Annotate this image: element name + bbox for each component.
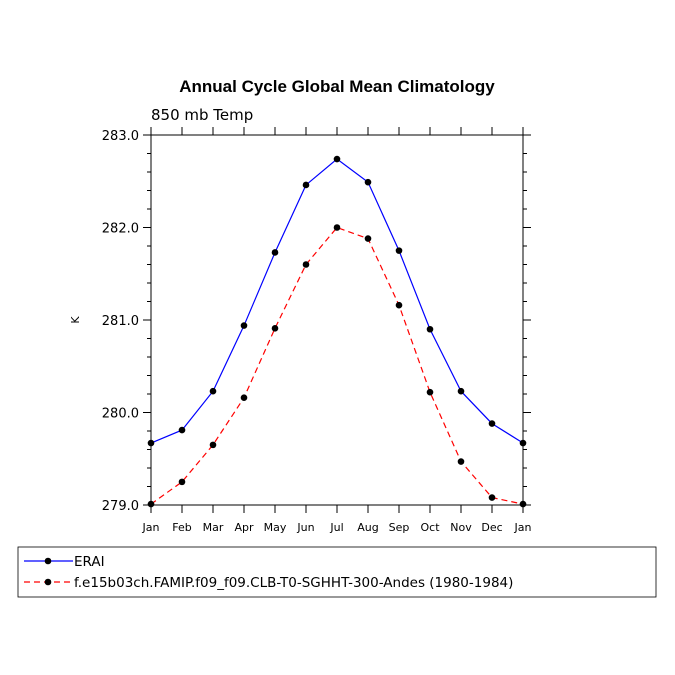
data-point (271, 325, 279, 332)
x-tick-label: Jun (296, 521, 314, 534)
x-tick-label: Jan (142, 521, 160, 534)
plot-frame (150, 134, 524, 506)
data-point (209, 441, 217, 449)
x-tick-label: Jan (514, 521, 532, 534)
x-tick-label: Oct (420, 521, 440, 534)
x-tick-label: May (264, 521, 287, 534)
data-point (209, 387, 217, 395)
legend-marker (44, 557, 52, 565)
data-point (302, 261, 310, 268)
x-tick-label: Sep (389, 521, 410, 534)
x-tick-label: Apr (234, 521, 254, 534)
y-tick-label: 280.0 (102, 407, 139, 422)
axes: 279.0 280.0 281.0 282.0 283.0 Jan Feb Mar Apr May… (102, 127, 532, 534)
data-point (457, 458, 465, 465)
legend-label: ERAI (74, 554, 105, 570)
data-point (457, 387, 465, 395)
data-point (333, 155, 341, 163)
legend-label: f.e15b03ch.FAMIP.f09_f09.CLB-T0-SGHHT-30… (74, 575, 513, 591)
data-point (426, 325, 434, 333)
series-layer (147, 155, 527, 508)
x-tick-label: Nov (450, 521, 472, 534)
legend-box (17, 546, 657, 598)
x-tick-label: Aug (357, 521, 378, 534)
y-tick-label: 282.0 (102, 222, 139, 237)
data-point (178, 426, 186, 434)
legend-marker (44, 578, 52, 586)
x-tick-label: Dec (481, 521, 502, 534)
chart-title: Annual Cycle Global Mean Climatology (179, 77, 495, 96)
data-point (240, 394, 248, 402)
data-point (147, 439, 155, 447)
y-tick-label: 281.0 (102, 314, 139, 329)
data-point (395, 301, 403, 309)
x-tick-label: Mar (203, 521, 224, 534)
chart-subtitle: 850 mb Temp (151, 106, 253, 124)
y-axis-label: K (69, 316, 82, 324)
data-point (333, 224, 341, 231)
data-point (147, 500, 155, 508)
data-point (364, 235, 372, 242)
y-tick-label: 283.0 (102, 129, 139, 144)
data-point (302, 181, 310, 189)
y-tick-label: 279.0 (102, 499, 139, 514)
x-tick-label: Feb (172, 521, 191, 534)
legend-entry-2: f.e15b03ch.FAMIP.f09_f09.CLB-T0-SGHHT-30… (24, 575, 513, 591)
legend-entry-1: ERAI (24, 554, 105, 570)
data-point (488, 494, 496, 501)
x-tick-label: Jul (329, 521, 343, 534)
series-2 (147, 224, 527, 508)
data-point (519, 500, 527, 508)
data-point (488, 420, 496, 427)
legend: ERAI f.e15b03ch.FAMIP.f09_f09.CLB-T0-SGHH… (17, 546, 657, 598)
series-line (150, 226, 524, 505)
series-line (150, 158, 524, 444)
data-point (178, 478, 186, 486)
data-point (271, 249, 279, 256)
data-point (240, 322, 248, 329)
series-1 (147, 155, 527, 447)
data-point (364, 178, 372, 186)
data-point (519, 439, 527, 447)
data-point (426, 388, 434, 396)
data-point (395, 247, 403, 254)
